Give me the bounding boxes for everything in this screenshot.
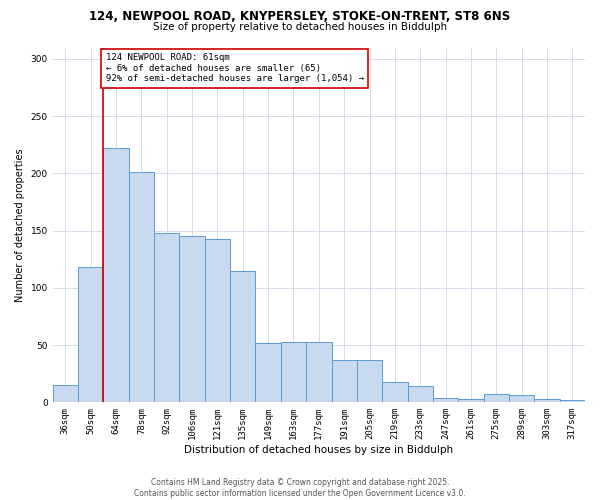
- Y-axis label: Number of detached properties: Number of detached properties: [15, 148, 25, 302]
- Bar: [509, 396, 535, 402]
- Bar: [78, 268, 103, 402]
- Text: 124 NEWPOOL ROAD: 61sqm
← 6% of detached houses are smaller (65)
92% of semi-det: 124 NEWPOOL ROAD: 61sqm ← 6% of detached…: [106, 53, 364, 83]
- Bar: [357, 360, 382, 403]
- Text: 124, NEWPOOL ROAD, KNYPERSLEY, STOKE-ON-TRENT, ST8 6NS: 124, NEWPOOL ROAD, KNYPERSLEY, STOKE-ON-…: [89, 10, 511, 23]
- Bar: [332, 360, 357, 403]
- X-axis label: Distribution of detached houses by size in Biddulph: Distribution of detached houses by size …: [184, 445, 454, 455]
- Bar: [230, 270, 256, 402]
- Bar: [433, 398, 458, 402]
- Bar: [53, 385, 78, 402]
- Bar: [205, 238, 230, 402]
- Bar: [256, 343, 281, 402]
- Text: Contains HM Land Registry data © Crown copyright and database right 2025.
Contai: Contains HM Land Registry data © Crown c…: [134, 478, 466, 498]
- Bar: [560, 400, 585, 402]
- Bar: [484, 394, 509, 402]
- Bar: [382, 382, 407, 402]
- Text: Size of property relative to detached houses in Biddulph: Size of property relative to detached ho…: [153, 22, 447, 32]
- Bar: [103, 148, 129, 403]
- Bar: [129, 172, 154, 402]
- Bar: [535, 399, 560, 402]
- Bar: [154, 233, 179, 402]
- Bar: [179, 236, 205, 402]
- Bar: [458, 399, 484, 402]
- Bar: [281, 342, 306, 402]
- Bar: [306, 342, 332, 402]
- Bar: [407, 386, 433, 402]
